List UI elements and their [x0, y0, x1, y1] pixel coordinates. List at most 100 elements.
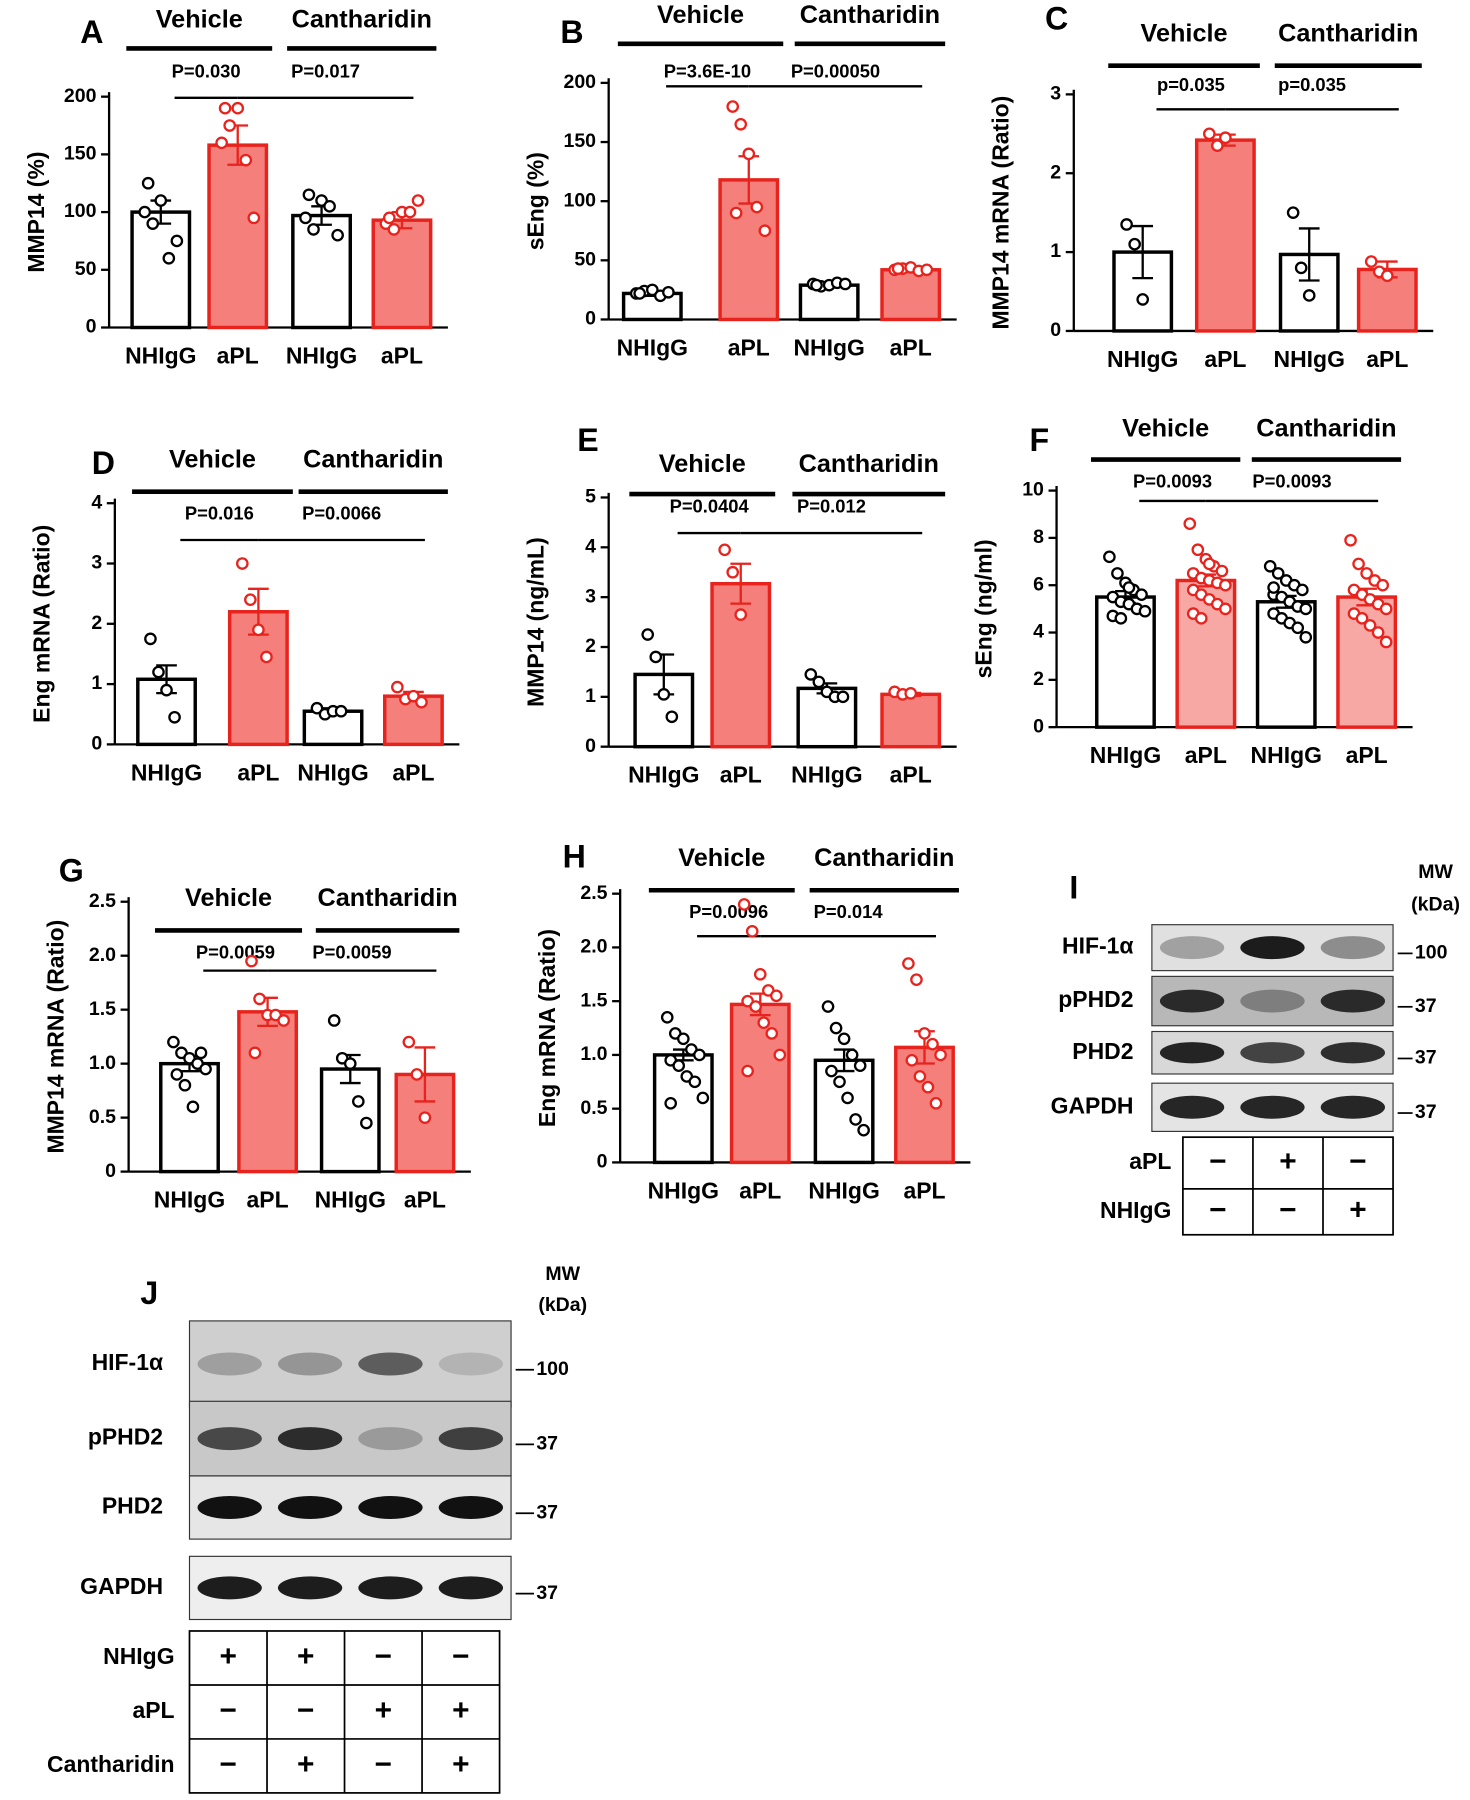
bar [880, 268, 942, 322]
x-tick-label: aPL [381, 342, 423, 368]
x-tick-label: aPL [392, 759, 434, 785]
blot-band [438, 1427, 504, 1451]
x-tick-label: aPL [728, 334, 770, 360]
data-point [845, 1048, 859, 1062]
blot-band [358, 1352, 423, 1376]
blot-row-label: PHD2 [102, 1493, 163, 1519]
data-point [418, 1111, 432, 1124]
mw-label: 100 [1415, 942, 1448, 964]
data-point [726, 565, 740, 579]
condition-sign: − [297, 1694, 314, 1727]
y-tick-label: 0 [1033, 715, 1044, 737]
data-point [902, 957, 915, 970]
condition-sign: − [1279, 1194, 1296, 1227]
blot-band [438, 1496, 504, 1520]
bar [207, 143, 269, 330]
data-point [913, 1070, 927, 1083]
blot-row-label: pPHD2 [1058, 986, 1133, 1012]
data-point [302, 188, 316, 202]
blot-band [1159, 936, 1225, 960]
data-point [1202, 127, 1216, 141]
data-point [660, 1010, 674, 1024]
data-point [753, 967, 767, 981]
data-point [247, 211, 261, 225]
mw-label: 37 [536, 1501, 558, 1523]
data-point [167, 1035, 180, 1049]
y-tick-label: 150 [64, 143, 97, 165]
group-label: Vehicle [657, 1, 744, 29]
bar [130, 210, 192, 330]
bar [383, 694, 444, 747]
data-point [1355, 612, 1369, 625]
data-point [1296, 583, 1309, 597]
data-point [170, 234, 184, 248]
data-point [641, 628, 655, 641]
blot-band [277, 1496, 343, 1520]
mw-header: MW [545, 1263, 580, 1285]
y-tick-label: 50 [75, 258, 97, 280]
p-value: P=0.0093 [1252, 470, 1331, 491]
data-point [1371, 626, 1385, 639]
panel-label: I [1069, 870, 1078, 906]
data-point [1191, 543, 1205, 557]
data-point [1379, 635, 1393, 649]
p-value: P=0.0093 [1133, 470, 1212, 491]
blot-band [277, 1576, 343, 1600]
mw-header: (kDa) [1411, 893, 1460, 915]
y-tick-label: 150 [563, 130, 596, 152]
data-point [160, 683, 173, 697]
data-point [402, 1035, 416, 1049]
data-point [154, 194, 168, 207]
data-point [749, 1000, 762, 1013]
data-point [239, 153, 253, 167]
data-point [299, 211, 312, 225]
data-point [1219, 131, 1232, 145]
data-point [1302, 289, 1316, 302]
data-point [1219, 578, 1232, 592]
condition-sign: − [1209, 1145, 1226, 1178]
data-point [633, 287, 646, 300]
p-value: P=0.017 [291, 60, 360, 81]
blot-band [358, 1576, 423, 1600]
y-tick-label: 2.5 [580, 882, 607, 904]
x-tick-label: aPL [1185, 742, 1227, 768]
y-tick-label: 10 [1022, 479, 1044, 501]
condition-sign: − [1349, 1145, 1366, 1178]
blot-band [1240, 936, 1305, 960]
y-axis-label: Eng mRNA (Ratio) [29, 525, 55, 723]
data-point [649, 650, 663, 664]
condition-sign: + [297, 1748, 314, 1781]
data-point [853, 1059, 867, 1072]
y-tick-label: 2 [1033, 668, 1044, 690]
data-point [737, 898, 751, 911]
blot-band [1320, 936, 1386, 960]
panel-label: F [1030, 422, 1050, 458]
data-point [260, 650, 273, 664]
data-point [383, 211, 396, 225]
data-point [718, 543, 731, 557]
y-tick-label: 1.5 [580, 989, 607, 1011]
group-label: Cantharidin [317, 884, 457, 912]
y-tick-label: 4 [91, 491, 102, 513]
bar [710, 581, 772, 749]
data-point [1183, 517, 1197, 531]
y-tick-label: 2 [1050, 161, 1061, 183]
x-tick-label: NHIgG [791, 762, 862, 788]
data-point [836, 690, 850, 704]
data-point [665, 710, 679, 724]
y-tick-label: 1 [91, 672, 102, 694]
condition-sign: − [220, 1694, 237, 1727]
x-tick-label: NHIgG [808, 1177, 879, 1203]
data-point [677, 1032, 690, 1046]
data-point [410, 1068, 424, 1081]
data-point [734, 117, 748, 131]
x-tick-label: aPL [890, 762, 932, 788]
x-tick-label: NHIgG [131, 759, 202, 785]
data-point [841, 1091, 854, 1105]
data-point [1128, 237, 1141, 251]
data-point [825, 1064, 838, 1078]
y-tick-label: 50 [574, 248, 596, 270]
data-point [162, 251, 176, 265]
bar [652, 1053, 714, 1165]
y-tick-label: 0 [86, 316, 97, 338]
